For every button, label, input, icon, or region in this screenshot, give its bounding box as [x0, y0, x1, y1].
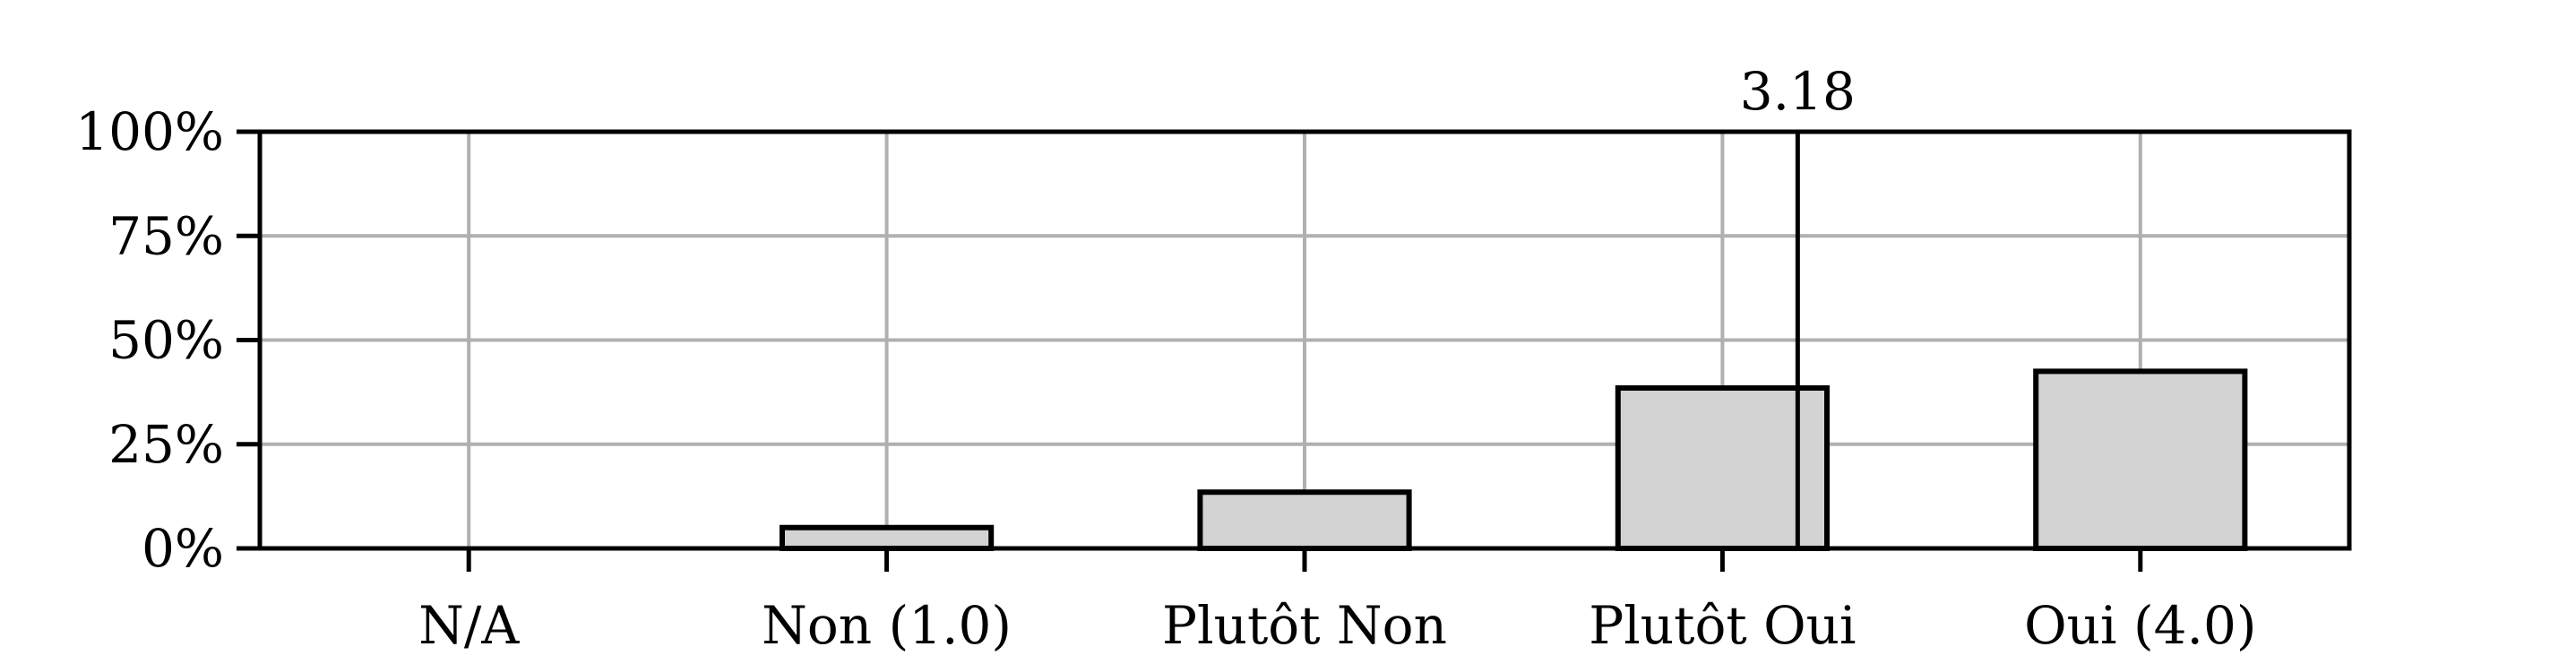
x-axis: N/A Non (1.0) Plutôt Non Plutôt Oui Oui (4.0…	[418, 548, 2256, 656]
x-tick-label: N/A	[418, 595, 520, 656]
x-tick-label: Plutôt Oui	[1589, 595, 1856, 656]
x-tick-label: Oui (4.0)	[2024, 595, 2256, 656]
y-axis: 0% 25% 50% 75% 100%	[75, 101, 260, 579]
x-tick-label: Non (1.0)	[762, 595, 1012, 656]
bars	[780, 368, 2248, 551]
x-tick-label: Plutôt Non	[1162, 595, 1447, 656]
y-tick-label: 75%	[108, 205, 224, 266]
mean-marker: 3.18	[1740, 61, 1856, 548]
bar	[2033, 368, 2248, 551]
bar	[1197, 489, 1412, 551]
bar	[1615, 384, 1831, 551]
y-tick-label: 0%	[142, 518, 224, 579]
mean-label: 3.18	[1740, 61, 1856, 122]
bar	[780, 524, 995, 551]
y-tick-label: 50%	[108, 310, 224, 371]
y-tick-label: 25%	[108, 414, 224, 475]
y-tick-label: 100%	[75, 101, 224, 162]
